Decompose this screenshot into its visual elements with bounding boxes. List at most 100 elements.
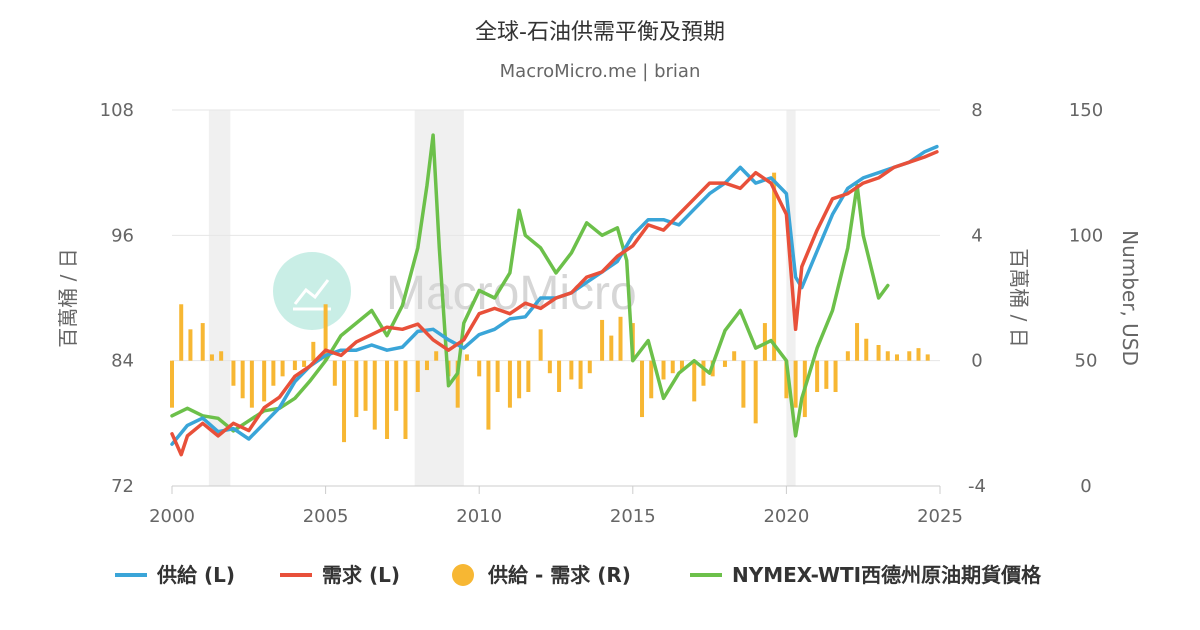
balance-bar bbox=[262, 360, 267, 402]
balance-bar bbox=[538, 329, 543, 361]
balance-bar bbox=[209, 354, 214, 361]
balance-bar bbox=[464, 354, 469, 361]
right-y-axis-2: 150 100 50 0 bbox=[1069, 100, 1103, 497]
balance-bar bbox=[864, 338, 869, 361]
recession-band bbox=[414, 110, 464, 486]
x-tick-label: 2005 bbox=[303, 506, 349, 527]
left-y-axis: 108 96 84 72 bbox=[100, 100, 134, 497]
balance-bar bbox=[372, 360, 377, 430]
balance-bar bbox=[885, 351, 890, 361]
balance-bar bbox=[925, 354, 930, 361]
right1-tick-label: 0 bbox=[971, 351, 982, 372]
chart-subtitle: MacroMicro.me | brian bbox=[500, 61, 701, 82]
balance-bar bbox=[455, 360, 460, 408]
balance-bar bbox=[578, 360, 583, 389]
balance-bar bbox=[772, 172, 777, 361]
wti-line bbox=[170, 133, 890, 438]
right2-tick-label: 50 bbox=[1075, 351, 1098, 372]
balance-bar bbox=[231, 360, 236, 386]
x-tick-label: 2020 bbox=[763, 506, 809, 527]
balance-bar bbox=[385, 360, 390, 439]
balance-bar bbox=[363, 360, 368, 411]
legend-item-wti[interactable]: NYMEX-WTI西德州原油期貨價格 bbox=[690, 563, 1042, 587]
balance-bar bbox=[741, 360, 746, 408]
legend-label-demand: 需求 (L) bbox=[322, 563, 400, 587]
balance-bar bbox=[280, 360, 285, 377]
legend-label-wti: NYMEX-WTI西德州原油期貨價格 bbox=[732, 563, 1042, 587]
legend-item-demand[interactable]: 需求 (L) bbox=[280, 563, 400, 587]
balance-bar bbox=[661, 360, 666, 380]
demand-line bbox=[170, 150, 939, 457]
series-lines bbox=[170, 133, 939, 457]
balance-bar bbox=[434, 351, 439, 361]
x-axis: 2000 2005 2010 2015 2020 2025 bbox=[149, 485, 963, 527]
balance-bar bbox=[618, 316, 623, 361]
balance-bar bbox=[679, 360, 684, 371]
balance-bar bbox=[415, 360, 420, 392]
balance-bar bbox=[188, 329, 193, 361]
balance-bar bbox=[323, 304, 328, 361]
legend-label-balance: 供給 - 需求 (R) bbox=[487, 563, 631, 587]
recession-band bbox=[786, 110, 796, 486]
balance-bar bbox=[670, 360, 675, 374]
balance-bar bbox=[271, 360, 276, 386]
balance-bar bbox=[170, 360, 174, 408]
balance-bar bbox=[916, 348, 921, 361]
balance-bar bbox=[793, 360, 798, 408]
balance-bar bbox=[403, 360, 408, 439]
legend: 供給 (L) 需求 (L) 供給 - 需求 (R) NYMEX-WTI西德州原油… bbox=[115, 563, 1042, 587]
chart-title: 全球-石油供需平衡及預期 bbox=[475, 20, 725, 45]
watermark-logo bbox=[273, 252, 351, 330]
balance-bar bbox=[649, 360, 654, 399]
right-axis-2-title: Number, USD bbox=[1118, 230, 1142, 366]
balance-bar bbox=[342, 360, 347, 443]
right1-tick-label: 8 bbox=[971, 100, 982, 121]
balance-bar bbox=[354, 360, 359, 418]
balance-bar bbox=[569, 360, 574, 380]
legend-item-supply[interactable]: 供給 (L) bbox=[115, 563, 235, 587]
balance-bar bbox=[240, 360, 245, 399]
legend-swatch-balance bbox=[452, 564, 474, 586]
balance-bar bbox=[292, 360, 297, 371]
left-tick-label: 96 bbox=[111, 225, 134, 246]
balance-bar bbox=[701, 360, 706, 386]
x-tick-label: 2015 bbox=[610, 506, 656, 527]
balance-bars bbox=[170, 172, 930, 443]
balance-bar bbox=[302, 360, 307, 367]
balance-bar bbox=[784, 360, 789, 399]
x-tick-label: 2010 bbox=[456, 506, 502, 527]
legend-label-supply: 供給 (L) bbox=[156, 563, 235, 587]
balance-bar bbox=[179, 304, 184, 361]
balance-bar bbox=[907, 351, 912, 361]
balance-bar bbox=[394, 360, 399, 411]
balance-bar bbox=[600, 319, 605, 361]
balance-bar bbox=[495, 360, 500, 392]
x-tick-label: 2025 bbox=[917, 506, 963, 527]
balance-bar bbox=[692, 360, 697, 402]
balance-bar bbox=[200, 323, 205, 361]
balance-bar bbox=[876, 345, 881, 361]
balance-bar bbox=[486, 360, 491, 430]
balance-bar bbox=[722, 360, 727, 367]
recession-bands bbox=[208, 110, 796, 486]
right-axis-1-title: 百萬桶 / 日 bbox=[1007, 248, 1031, 347]
x-tick-label: 2000 bbox=[149, 506, 195, 527]
recession-band bbox=[208, 110, 231, 486]
right2-tick-label: 100 bbox=[1069, 225, 1103, 246]
left-tick-label: 108 bbox=[100, 100, 134, 121]
right2-tick-label: 0 bbox=[1080, 476, 1091, 497]
balance-bar bbox=[855, 323, 860, 361]
balance-bar bbox=[424, 360, 429, 371]
legend-item-balance[interactable]: 供給 - 需求 (R) bbox=[452, 563, 631, 587]
right2-tick-label: 150 bbox=[1069, 100, 1103, 121]
balance-bar bbox=[753, 360, 758, 424]
balance-bar bbox=[845, 351, 850, 361]
balance-bar bbox=[732, 351, 737, 361]
balance-bar bbox=[526, 360, 531, 392]
balance-bar bbox=[833, 360, 838, 392]
balance-bar bbox=[815, 360, 820, 392]
balance-bar bbox=[587, 360, 592, 374]
left-tick-label: 72 bbox=[111, 476, 134, 497]
balance-bar bbox=[609, 335, 614, 361]
